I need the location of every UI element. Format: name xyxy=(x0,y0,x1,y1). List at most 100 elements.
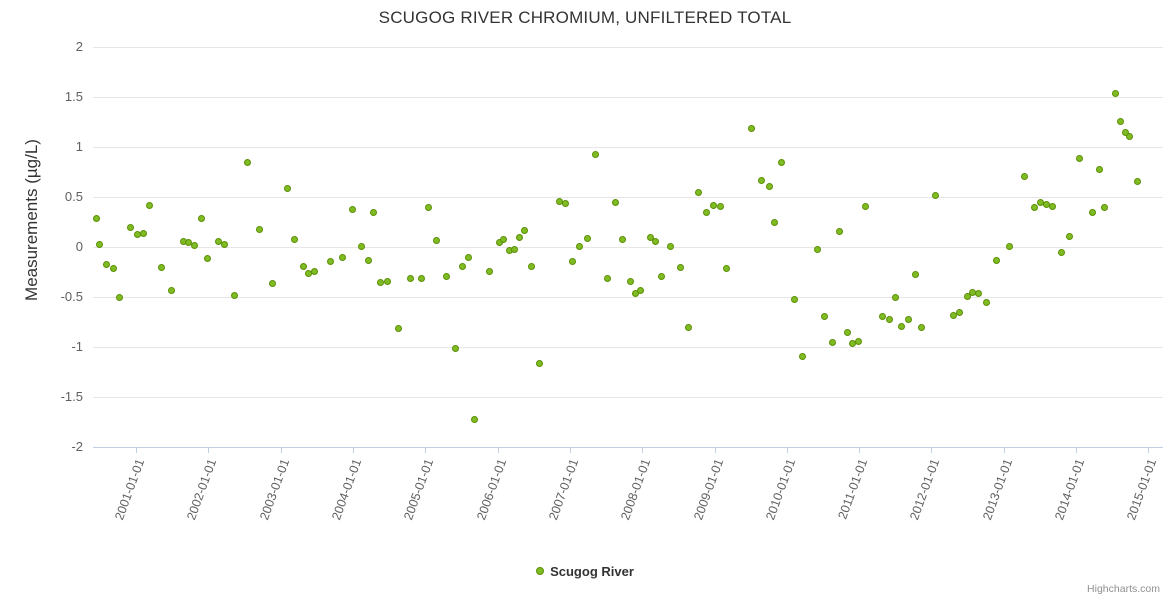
scatter-point[interactable] xyxy=(115,293,123,301)
scatter-point[interactable] xyxy=(109,264,117,272)
scatter-point[interactable] xyxy=(1096,165,1104,173)
scatter-point[interactable] xyxy=(230,291,238,299)
scatter-point[interactable] xyxy=(918,323,926,331)
scatter-point[interactable] xyxy=(854,337,862,345)
scatter-point[interactable] xyxy=(417,274,425,282)
scatter-point[interactable] xyxy=(1066,232,1074,240)
scatter-point[interactable] xyxy=(667,242,675,250)
scatter-point[interactable] xyxy=(349,205,357,213)
scatter-point[interactable] xyxy=(778,158,786,166)
scatter-point[interactable] xyxy=(510,245,518,253)
scatter-point[interactable] xyxy=(627,277,635,285)
scatter-point[interactable] xyxy=(813,245,821,253)
scatter-point[interactable] xyxy=(283,184,291,192)
scatter-point[interactable] xyxy=(1088,208,1096,216)
scatter-point[interactable] xyxy=(677,263,685,271)
scatter-point[interactable] xyxy=(637,286,645,294)
scatter-point[interactable] xyxy=(191,241,199,249)
scatter-point[interactable] xyxy=(1020,172,1028,180)
scatter-point[interactable] xyxy=(758,176,766,184)
scatter-point[interactable] xyxy=(992,256,1000,264)
scatter-point[interactable] xyxy=(619,235,627,243)
scatter-point[interactable] xyxy=(591,150,599,158)
scatter-point[interactable] xyxy=(974,289,982,297)
scatter-point[interactable] xyxy=(451,344,459,352)
scatter-point[interactable] xyxy=(339,253,347,261)
scatter-point[interactable] xyxy=(370,208,378,216)
scatter-point[interactable] xyxy=(394,324,402,332)
scatter-point[interactable] xyxy=(657,272,665,280)
scatter-point[interactable] xyxy=(358,242,365,250)
scatter-point[interactable] xyxy=(326,257,334,265)
scatter-point[interactable] xyxy=(821,312,829,320)
scatter-point[interactable] xyxy=(214,237,222,245)
scatter-point[interactable] xyxy=(765,182,773,190)
scatter-point[interactable] xyxy=(1121,128,1129,136)
scatter-point[interactable] xyxy=(879,312,887,320)
scatter-point[interactable] xyxy=(904,315,912,323)
scatter-point[interactable] xyxy=(748,124,756,132)
scatter-point[interactable] xyxy=(604,274,612,282)
scatter-point[interactable] xyxy=(383,277,391,285)
scatter-point[interactable] xyxy=(221,240,229,248)
scatter-point[interactable] xyxy=(584,234,592,242)
scatter-point[interactable] xyxy=(515,233,523,241)
scatter-point[interactable] xyxy=(407,274,415,282)
scatter-point[interactable] xyxy=(1049,202,1057,210)
scatter-point[interactable] xyxy=(685,323,693,331)
scatter-point[interactable] xyxy=(611,198,619,206)
scatter-point[interactable] xyxy=(885,315,893,323)
scatter-point[interactable] xyxy=(1111,89,1119,97)
scatter-point[interactable] xyxy=(127,223,135,231)
scatter-point[interactable] xyxy=(300,262,308,270)
scatter-point[interactable] xyxy=(828,338,836,346)
scatter-point[interactable] xyxy=(702,208,710,216)
scatter-point[interactable] xyxy=(652,237,660,245)
scatter-point[interactable] xyxy=(561,199,569,207)
scatter-point[interactable] xyxy=(844,328,852,336)
highcharts-credits[interactable]: Highcharts.com xyxy=(1087,583,1160,595)
scatter-point[interactable] xyxy=(1125,132,1133,140)
scatter-point[interactable] xyxy=(256,225,264,233)
scatter-point[interactable] xyxy=(500,235,508,243)
scatter-point[interactable] xyxy=(521,226,529,234)
scatter-point[interactable] xyxy=(892,293,899,301)
scatter-point[interactable] xyxy=(956,308,964,316)
scatter-point[interactable] xyxy=(963,292,971,300)
scatter-point[interactable] xyxy=(770,218,778,226)
scatter-point[interactable] xyxy=(103,260,111,268)
scatter-point[interactable] xyxy=(139,229,147,237)
scatter-point[interactable] xyxy=(92,214,100,222)
scatter-point[interactable] xyxy=(146,201,154,209)
scatter-point[interactable] xyxy=(710,201,718,209)
scatter-point[interactable] xyxy=(695,188,703,196)
scatter-point[interactable] xyxy=(243,158,251,166)
scatter-point[interactable] xyxy=(1116,117,1124,125)
scatter-point[interactable] xyxy=(464,253,472,261)
scatter-point[interactable] xyxy=(932,191,940,199)
scatter-point[interactable] xyxy=(568,257,576,265)
scatter-point[interactable] xyxy=(310,267,318,275)
scatter-point[interactable] xyxy=(197,214,205,222)
scatter-point[interactable] xyxy=(1057,248,1065,256)
scatter-point[interactable] xyxy=(836,227,844,235)
scatter-point[interactable] xyxy=(527,262,535,270)
scatter-point[interactable] xyxy=(432,236,440,244)
scatter-point[interactable] xyxy=(982,298,990,306)
scatter-point[interactable] xyxy=(716,202,724,210)
scatter-point[interactable] xyxy=(291,235,299,243)
scatter-point[interactable] xyxy=(471,415,479,423)
scatter-point[interactable] xyxy=(791,295,799,303)
scatter-point[interactable] xyxy=(575,242,583,250)
scatter-point[interactable] xyxy=(898,322,906,330)
scatter-point[interactable] xyxy=(459,262,467,270)
scatter-point[interactable] xyxy=(268,279,276,287)
scatter-point[interactable] xyxy=(157,263,165,271)
scatter-point[interactable] xyxy=(1101,203,1109,211)
scatter-point[interactable] xyxy=(912,270,920,278)
scatter-point[interactable] xyxy=(204,254,212,262)
scatter-point[interactable] xyxy=(1005,242,1013,250)
scatter-point[interactable] xyxy=(168,286,176,294)
scatter-point[interactable] xyxy=(377,278,385,286)
scatter-point[interactable] xyxy=(798,352,806,360)
